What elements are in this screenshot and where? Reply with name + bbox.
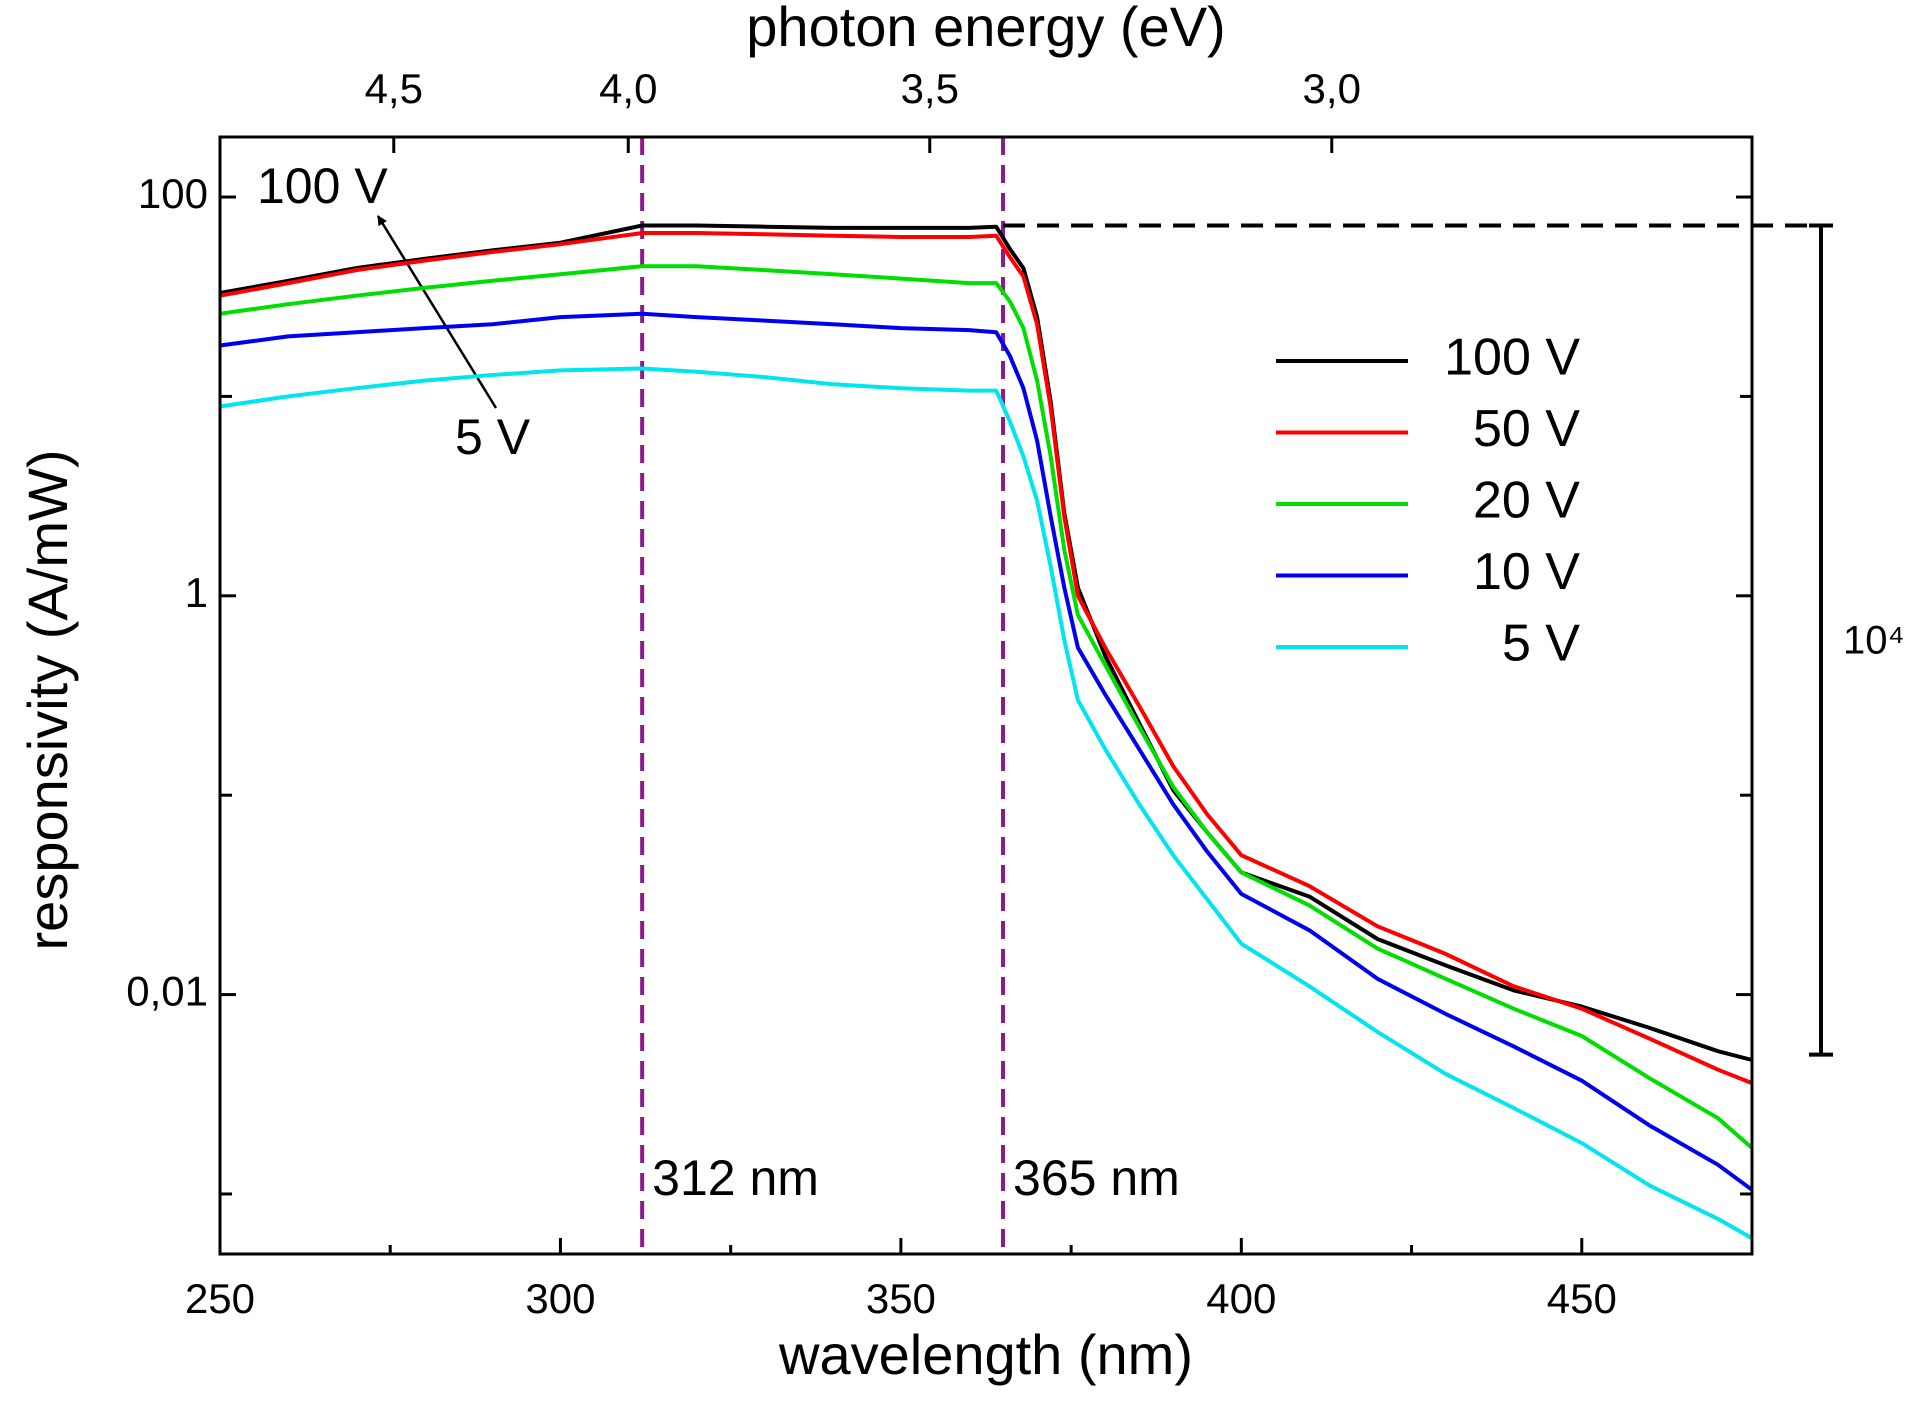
x2-tick-label: 4,5: [365, 65, 423, 112]
legend-label: 5 V: [1502, 615, 1580, 673]
reference-label: 365 nm: [1013, 1150, 1180, 1206]
x2-axis-title: photon energy (eV): [746, 0, 1225, 58]
series-line: [219, 366, 1753, 1240]
x2-tick-label: 4,0: [599, 65, 657, 112]
y-tick-label: 1: [185, 569, 208, 616]
legend-label: 50 V: [1473, 400, 1580, 458]
series-line: [219, 311, 1754, 1192]
plot-frame: [218, 135, 1754, 1256]
y-axis-title: responsivity (A/mW): [16, 450, 79, 951]
series-line: [219, 231, 1753, 1085]
legend-label: 20 V: [1473, 472, 1580, 530]
x-axis-title: wavelength (nm): [778, 1323, 1193, 1386]
reference-label: 312 nm: [652, 1150, 819, 1206]
x2-tick-label: 3,0: [1303, 65, 1361, 112]
legend-label: 10 V: [1473, 543, 1580, 601]
legend-label: 100 V: [1444, 329, 1580, 387]
x-tick-label: 350: [866, 1275, 936, 1322]
x-tick-label: 450: [1547, 1275, 1617, 1322]
x-tick-label: 300: [525, 1275, 595, 1322]
annotation: 100 V: [257, 158, 388, 214]
series-line: [219, 264, 1754, 1150]
annotation: 5 V: [455, 409, 531, 465]
x-tick-label: 400: [1206, 1275, 1276, 1322]
scale-bar-label: 10⁴: [1843, 619, 1905, 663]
y-tick-label: 100: [138, 170, 208, 217]
x-tick-label: 250: [185, 1275, 255, 1322]
y-tick-label: 0,01: [126, 968, 208, 1015]
x2-tick-label: 3,5: [901, 65, 959, 112]
